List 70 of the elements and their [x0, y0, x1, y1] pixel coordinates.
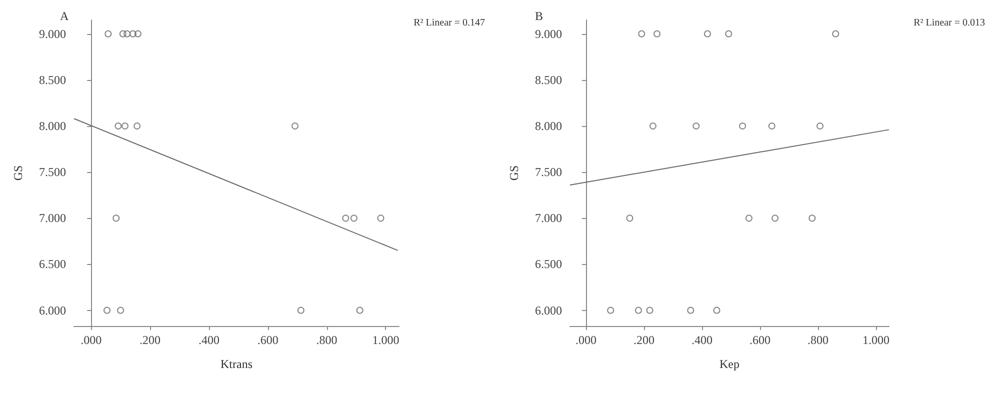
y-tick-label: 6.500 [39, 257, 66, 272]
x-tick-label: .400 [691, 333, 712, 347]
x-axis-title: Kep [720, 357, 740, 371]
y-tick-label: 6.000 [39, 303, 66, 318]
point [104, 306, 110, 314]
point [634, 306, 642, 314]
x-tick-label: .400 [198, 333, 220, 347]
y-tick-label: 7.000 [39, 211, 66, 226]
x-tick-label: .800 [316, 333, 338, 347]
chart-title: A [60, 9, 69, 23]
point [725, 30, 732, 38]
point [607, 306, 614, 314]
y-tick-label: 9.000 [39, 26, 66, 41]
y-tick-label: 9.000 [535, 26, 562, 41]
point [117, 306, 124, 314]
point [808, 214, 816, 222]
x-axis-title: Ktrans [220, 357, 253, 371]
y-tick-label: 6.500 [535, 257, 562, 272]
x-tick-label: .600 [749, 333, 770, 347]
point [713, 306, 720, 314]
point [687, 306, 694, 314]
point [114, 122, 122, 130]
point [112, 214, 120, 222]
x-tick-label: .000 [80, 333, 102, 347]
x-tick-label: .000 [575, 333, 596, 347]
point [654, 30, 660, 38]
y-tick-label: 7.000 [535, 211, 562, 226]
point [356, 306, 364, 314]
point [638, 30, 646, 38]
point [816, 122, 824, 130]
y-tick-label: 8.500 [39, 72, 66, 87]
text: R² Linear = 0.013 [914, 18, 986, 28]
point [124, 30, 131, 38]
point [291, 122, 298, 130]
y-tick-label: 7.500 [39, 165, 66, 180]
point [121, 122, 128, 130]
point [772, 214, 779, 222]
point [739, 122, 746, 130]
point [377, 214, 384, 222]
point [768, 122, 776, 130]
x-tick-label: .200 [633, 333, 654, 347]
point [692, 122, 700, 130]
chart-title: B [535, 9, 544, 23]
point [649, 122, 656, 130]
y-tick-label: 6.000 [535, 303, 562, 318]
point [297, 306, 304, 314]
text: R² Linear = 0.147 [414, 18, 486, 28]
point [134, 122, 141, 130]
point [350, 214, 358, 222]
y-axis-title: GS [11, 165, 25, 181]
point [646, 306, 654, 314]
point [626, 214, 634, 222]
x-tick-label: .200 [140, 333, 161, 347]
x-tick-label: 1.000 [862, 333, 890, 347]
point [104, 30, 112, 38]
x-tick-label: .800 [807, 333, 828, 347]
point [745, 214, 752, 222]
y-axis-title: GS [507, 165, 521, 181]
x-tick-label: 1.000 [372, 333, 400, 347]
point [704, 30, 711, 38]
y-tick-label: 8.000 [535, 118, 562, 133]
point [342, 214, 350, 222]
point [134, 30, 142, 38]
point [129, 30, 136, 38]
point [832, 30, 840, 38]
y-tick-label: 8.000 [39, 118, 66, 133]
point [119, 30, 126, 38]
y-tick-label: 8.500 [535, 72, 562, 87]
x-tick-label: .600 [257, 333, 278, 347]
y-tick-label: 7.500 [535, 165, 562, 180]
